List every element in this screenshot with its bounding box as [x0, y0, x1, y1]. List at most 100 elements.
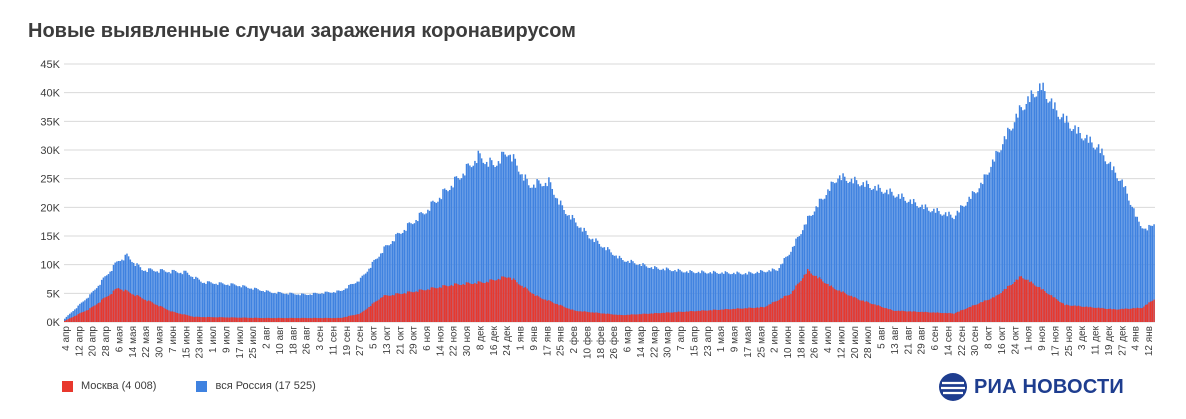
bar-russia — [628, 262, 631, 322]
bar-russia — [1116, 178, 1118, 322]
bar-russia — [1153, 224, 1155, 322]
bar-russia — [280, 292, 283, 322]
bar-russia — [632, 261, 634, 322]
bar-russia — [654, 266, 656, 322]
bar-moscow — [1094, 307, 1096, 322]
x-tick-label: 17 ноя — [1050, 326, 1061, 356]
x-tick-label: 30 сен — [970, 326, 981, 356]
bar-moscow — [282, 318, 285, 322]
bar-russia — [911, 203, 913, 322]
bar-moscow — [131, 294, 133, 322]
bar-russia — [529, 187, 532, 322]
bar-russia — [832, 181, 834, 322]
bar-moscow — [470, 284, 473, 322]
bar-russia — [84, 300, 86, 322]
bar-russia — [1052, 108, 1054, 322]
bar-moscow — [443, 285, 446, 322]
bar-russia — [338, 290, 340, 322]
bar-moscow — [612, 314, 614, 322]
bar-russia — [1126, 193, 1128, 322]
bar-russia — [1143, 228, 1145, 322]
bar-russia — [805, 224, 807, 322]
bar-moscow — [270, 318, 273, 322]
bar-moscow — [953, 313, 955, 322]
x-tick-label: 7 июн — [168, 326, 179, 353]
bar-moscow — [316, 317, 318, 322]
bar-moscow — [448, 286, 451, 322]
x-tick-label: 12 янв — [1144, 326, 1155, 356]
bar-moscow — [161, 306, 164, 322]
bar-russia — [743, 274, 745, 322]
bar-russia — [341, 290, 343, 322]
bar-russia — [823, 198, 826, 322]
bar-moscow — [743, 308, 745, 322]
bar-russia — [161, 269, 164, 322]
bar-russia — [1144, 228, 1147, 322]
bar-russia — [1094, 149, 1096, 322]
bar-russia — [1097, 144, 1100, 322]
bar-russia — [336, 290, 338, 322]
x-tick-label: 6 мая — [115, 326, 126, 352]
bar-moscow — [617, 315, 619, 322]
bar-russia — [1101, 148, 1103, 322]
y-tick-label: 5K — [47, 288, 61, 300]
bar-moscow — [1153, 299, 1155, 322]
bar-russia — [208, 281, 211, 322]
x-tick-label: 14 мая — [128, 326, 139, 358]
bar-russia — [943, 214, 945, 322]
bar-moscow — [1087, 307, 1090, 322]
bar-moscow — [793, 289, 796, 322]
bar-russia — [872, 188, 875, 322]
bar-moscow — [354, 314, 357, 322]
bar-moscow — [931, 312, 933, 322]
bar-russia — [870, 189, 873, 322]
bar-moscow — [454, 283, 456, 322]
bar-russia — [65, 316, 68, 322]
bar-moscow — [838, 290, 841, 322]
bar-russia — [438, 197, 441, 322]
bar-russia — [151, 269, 153, 322]
bar-russia — [803, 224, 806, 322]
bar-russia — [368, 268, 370, 322]
bar-moscow — [232, 317, 234, 322]
bar-russia — [633, 263, 636, 322]
bar-russia — [484, 164, 486, 322]
bar-russia — [781, 263, 784, 322]
bar-moscow — [823, 283, 826, 322]
bar-russia — [869, 188, 871, 322]
bar-russia — [499, 163, 501, 322]
bar-russia — [949, 214, 952, 322]
bar-moscow — [477, 281, 480, 322]
bar-russia — [965, 205, 967, 322]
bar-moscow — [432, 287, 434, 322]
bar-russia — [637, 264, 639, 322]
bar-moscow — [808, 271, 811, 322]
bar-moscow — [914, 311, 917, 322]
bar-moscow — [1102, 308, 1105, 322]
bar-russia — [909, 199, 912, 322]
bar-russia — [556, 198, 559, 322]
bar-russia — [1114, 172, 1117, 322]
bar-moscow — [84, 311, 86, 322]
bar-moscow — [104, 297, 106, 322]
bar-moscow — [79, 313, 81, 322]
bar-russia — [464, 175, 466, 322]
bar-russia — [309, 294, 311, 322]
bar-moscow — [800, 280, 802, 322]
bar-russia — [892, 195, 895, 322]
bar-moscow — [1116, 309, 1118, 322]
bar-russia — [74, 309, 76, 322]
bar-russia — [798, 236, 801, 322]
bar-moscow — [933, 312, 935, 322]
bar-russia — [944, 212, 947, 322]
bar-moscow — [865, 301, 868, 322]
bar-russia — [783, 258, 785, 322]
bar-russia — [1104, 161, 1107, 322]
bar-moscow — [284, 318, 286, 322]
bar-moscow — [533, 294, 535, 322]
bar-russia — [652, 269, 654, 322]
bar-russia — [807, 215, 809, 322]
x-tick-label: 20 апр — [88, 326, 99, 357]
bar-moscow — [122, 291, 125, 322]
bar-russia — [1074, 125, 1076, 322]
